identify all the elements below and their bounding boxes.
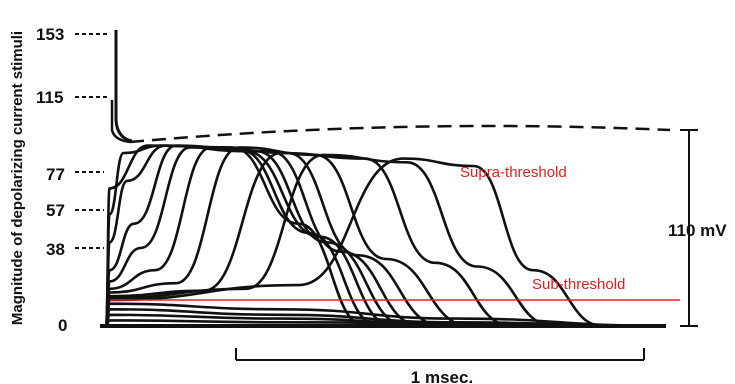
overshoot-dashed-line	[129, 124, 671, 144]
y-tick-label-57: 57	[46, 201, 65, 220]
onset-spike-115	[110, 100, 131, 144]
y-tick-label-0: 0	[58, 316, 67, 335]
y-tick-label-38: 38	[46, 240, 65, 259]
supra-threshold-label: Supra-threshold	[460, 164, 567, 181]
trace-9	[104, 157, 666, 328]
trace-group	[100, 144, 667, 328]
trace-10	[104, 302, 667, 328]
y-axis-label: Magnitude of depolarizing current stimul…	[9, 31, 26, 325]
onset-spike-153	[114, 30, 133, 143]
sub-threshold-label: Sub-threshold	[532, 276, 625, 293]
y-tick-label-153: 153	[36, 25, 64, 44]
y-tick-label-77: 77	[46, 165, 65, 184]
time-scale-label: 1 msec.	[411, 368, 473, 384]
voltage-scale-label: 110 mV	[668, 221, 727, 240]
y-tick-label-115: 115	[36, 88, 63, 107]
